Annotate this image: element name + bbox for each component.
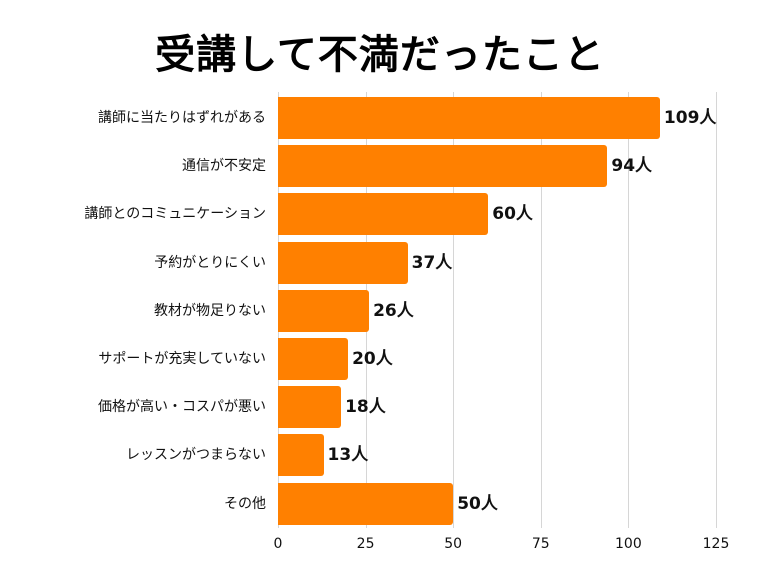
gridline [716,92,717,528]
chart-title: 受講して不満だったこと [155,32,605,78]
category-label: 教材が物足りない [154,302,266,319]
x-tick-label: 0 [273,536,283,552]
x-tick-label: 125 [702,536,730,552]
bar-row: 26人 [278,289,728,332]
bar [278,97,660,139]
gridline [453,92,455,528]
bar [278,145,608,188]
x-tick-label: 100 [615,536,642,552]
bar [278,193,489,236]
x-tick-label: 75 [531,536,550,552]
bar-value-label: 20人 [352,349,393,369]
plot-area: 109人 94人 60人 37人 26人 20人 18人 13人 50人 [278,92,728,528]
bar-row: 109人 [278,97,728,139]
category-label: レッスンがつまらない [126,447,266,464]
bar [278,482,454,525]
bar-value-label: 26人 [373,300,414,321]
bar-row: 50人 [278,482,728,525]
bar-value-label: 94人 [611,156,653,177]
category-label: その他 [224,495,266,512]
bar-row: 20人 [278,338,728,380]
category-label: 価格が高い・コスパが悪い [98,399,266,416]
bar-row: 94人 [278,145,728,188]
bar [278,386,342,429]
bar-value-label: 60人 [492,204,533,225]
bar [278,241,408,284]
bar-row: 13人 [278,434,728,477]
bar-value-label: 18人 [345,397,386,418]
bar-value-label: 37人 [411,252,453,273]
bar [278,338,349,380]
bar [278,289,370,332]
category-label: 通信が不安定 [182,158,266,175]
bar-value-label: 13人 [327,445,369,466]
category-label: 講師に当たりはずれがある [98,110,266,126]
gridline [540,92,542,528]
bar-row: 37人 [278,241,728,284]
gridline [628,92,630,528]
bar-row: 60人 [278,193,728,236]
x-tick-label: 25 [356,536,375,552]
bar [278,434,324,477]
category-label: 講師とのコミュニケーション [84,206,266,223]
bar-value-label: 50人 [457,493,498,514]
bar-value-label: 109人 [663,108,717,128]
bar-row: 18人 [278,386,728,429]
category-label: 予約がとりにくい [154,254,266,271]
category-label: サポートが充実していない [98,351,266,367]
x-tick-label: 50 [444,536,463,552]
